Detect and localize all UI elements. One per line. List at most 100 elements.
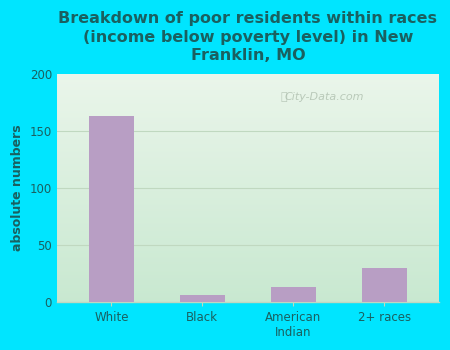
Bar — [57, 195, 439, 196]
Bar — [57, 149, 439, 150]
Bar — [57, 276, 439, 277]
Bar — [57, 222, 439, 223]
Bar — [57, 138, 439, 139]
Bar — [57, 147, 439, 148]
Bar — [57, 170, 439, 171]
Bar — [57, 290, 439, 291]
Y-axis label: absolute numbers: absolute numbers — [11, 125, 24, 251]
Bar — [57, 164, 439, 165]
Bar — [57, 266, 439, 267]
Bar — [57, 199, 439, 201]
Bar — [57, 288, 439, 289]
Bar — [57, 150, 439, 151]
Bar — [57, 278, 439, 279]
Bar — [57, 120, 439, 121]
Bar — [57, 295, 439, 296]
Bar — [57, 158, 439, 159]
Bar — [57, 267, 439, 268]
Bar — [57, 98, 439, 99]
Bar — [57, 183, 439, 184]
Bar — [57, 181, 439, 182]
Bar — [57, 212, 439, 213]
Bar — [57, 77, 439, 78]
Bar — [57, 148, 439, 149]
Bar — [57, 188, 439, 189]
Bar — [57, 191, 439, 193]
Bar — [57, 194, 439, 195]
Bar — [57, 232, 439, 233]
Bar — [57, 104, 439, 105]
Bar — [57, 233, 439, 234]
Bar — [57, 82, 439, 83]
Bar — [57, 115, 439, 116]
Bar — [57, 193, 439, 194]
Bar — [57, 172, 439, 173]
Bar — [57, 291, 439, 292]
Bar — [57, 175, 439, 176]
Bar — [57, 259, 439, 260]
Text: Ⓠ: Ⓠ — [281, 92, 288, 102]
Bar — [57, 231, 439, 232]
Bar — [57, 189, 439, 190]
Bar — [57, 162, 439, 163]
Bar — [57, 279, 439, 280]
Bar — [57, 274, 439, 275]
Bar — [57, 137, 439, 138]
Bar — [361, 268, 407, 302]
Bar — [57, 258, 439, 259]
Bar — [57, 273, 439, 274]
Bar — [57, 121, 439, 122]
Bar — [57, 182, 439, 183]
Bar — [57, 132, 439, 133]
Bar — [57, 285, 439, 286]
Bar — [57, 112, 439, 113]
Bar — [57, 110, 439, 111]
Bar — [57, 113, 439, 114]
Bar — [57, 76, 439, 77]
Bar — [57, 156, 439, 157]
Bar — [57, 187, 439, 188]
Bar — [57, 117, 439, 118]
Bar — [57, 245, 439, 246]
Title: Breakdown of poor residents within races
(income below poverty level) in New
Fra: Breakdown of poor residents within races… — [58, 11, 437, 63]
Bar — [57, 203, 439, 204]
Bar — [57, 86, 439, 87]
Bar — [57, 248, 439, 250]
Bar — [57, 133, 439, 134]
Bar — [57, 135, 439, 137]
Bar — [57, 206, 439, 207]
Bar — [57, 109, 439, 110]
Bar — [57, 209, 439, 210]
Bar — [57, 197, 439, 198]
Bar — [57, 220, 439, 221]
Bar — [57, 281, 439, 282]
Bar — [57, 223, 439, 224]
Bar — [57, 264, 439, 265]
Bar — [57, 171, 439, 172]
Bar — [57, 246, 439, 247]
Bar — [57, 269, 439, 270]
Bar — [57, 141, 439, 142]
Bar — [57, 243, 439, 244]
Bar — [57, 219, 439, 220]
Bar — [57, 83, 439, 84]
Bar — [57, 131, 439, 132]
Bar — [57, 111, 439, 112]
Bar — [57, 252, 439, 253]
Bar — [57, 247, 439, 248]
Bar — [57, 240, 439, 241]
Bar — [57, 75, 439, 76]
Bar — [57, 205, 439, 206]
Bar — [57, 229, 439, 230]
Bar — [57, 146, 439, 147]
Bar — [57, 99, 439, 100]
Bar — [57, 287, 439, 288]
Bar — [57, 152, 439, 153]
Bar — [57, 168, 439, 169]
Bar — [57, 289, 439, 290]
Bar — [57, 169, 439, 170]
Bar — [57, 122, 439, 123]
Bar — [57, 106, 439, 107]
Bar — [57, 118, 439, 119]
Bar — [57, 139, 439, 140]
